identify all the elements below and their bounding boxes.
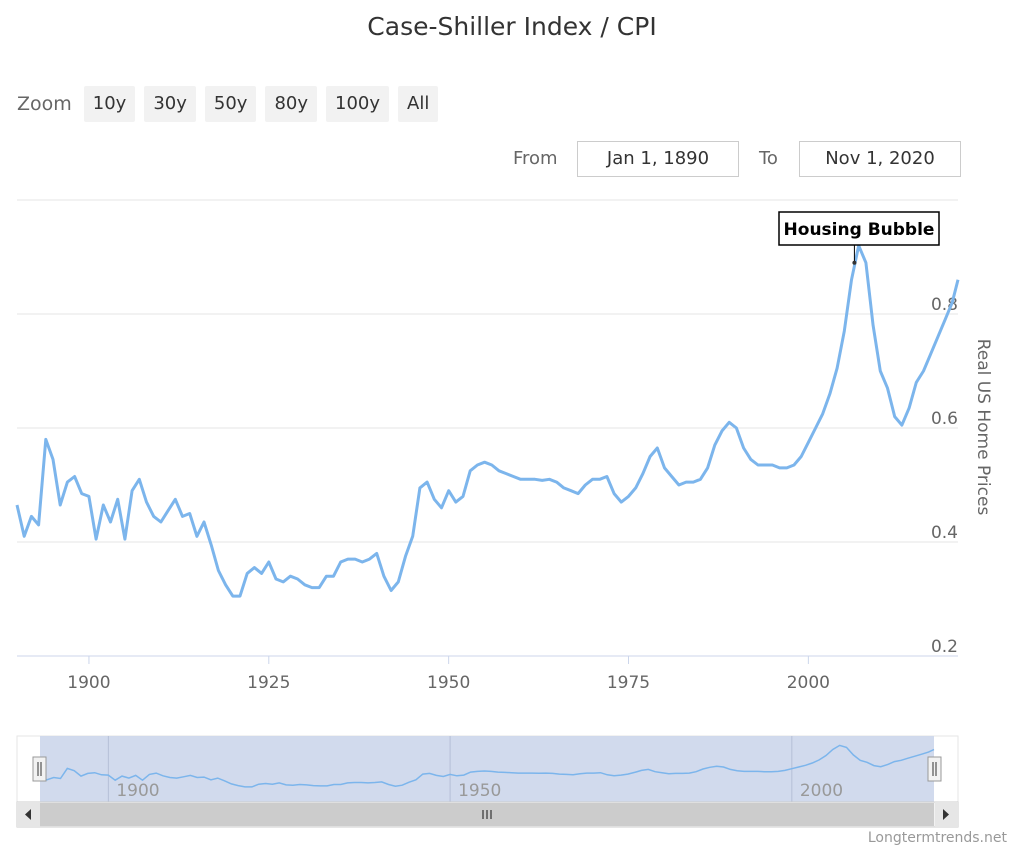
zoom-10y-button[interactable]: 10y xyxy=(83,86,136,122)
navigator-tick-label: 1950 xyxy=(458,781,501,801)
y-axis: 0.2 0.4 0.6 0.8 xyxy=(931,295,958,657)
navigator-axis: 1900 1950 2000 xyxy=(116,781,843,801)
to-date-input[interactable]: Nov 1, 2020 xyxy=(799,141,961,177)
zoom-80y-button[interactable]: 80y xyxy=(265,86,318,122)
y-tick-label: 0.6 xyxy=(931,409,958,429)
from-label: From xyxy=(513,148,558,169)
zoom-30y-button[interactable]: 30y xyxy=(144,86,196,122)
x-tick-label: 1925 xyxy=(247,673,290,693)
annotation-label: Housing Bubble xyxy=(784,220,935,240)
zoom-label: Zoom xyxy=(17,93,72,115)
y-axis-title: Real US Home Prices xyxy=(973,339,993,516)
annotation-box xyxy=(778,211,940,246)
y-tick-label: 0.2 xyxy=(931,637,958,657)
navigator[interactable]: 1900 1950 2000 xyxy=(16,735,959,803)
chart-title: Case-Shiller Index / CPI xyxy=(367,12,657,41)
scroll-left-arrow-icon[interactable] xyxy=(17,802,40,827)
zoom-50y-button[interactable]: 50y xyxy=(204,86,257,122)
zoom-all-button[interactable]: All xyxy=(398,86,439,122)
from-date-input[interactable]: Jan 1, 1890 xyxy=(577,141,739,177)
x-tick-label: 2000 xyxy=(787,673,830,693)
scroll-right-arrow-icon[interactable] xyxy=(935,802,958,827)
annotation-point xyxy=(852,260,857,265)
zoom-100y-button[interactable]: 100y xyxy=(326,86,390,122)
to-label: To xyxy=(759,148,778,169)
scrollbar[interactable] xyxy=(16,801,959,828)
navigator-selected-range[interactable] xyxy=(40,736,934,802)
credit-link[interactable]: Longtermtrends.net xyxy=(867,830,1007,846)
navigator-series xyxy=(39,744,935,788)
series-line-real-home-prices xyxy=(15,244,960,598)
grid-lines xyxy=(17,199,958,657)
navigator-tick-label: 1900 xyxy=(116,781,159,801)
x-tick-label: 1900 xyxy=(67,673,110,693)
navigator-left-handle[interactable] xyxy=(32,756,47,782)
navigator-right-handle[interactable] xyxy=(927,756,942,782)
scrollbar-grip-icon xyxy=(482,810,492,819)
y-tick-label: 0.4 xyxy=(931,523,958,543)
annotation-housing-bubble: Housing Bubble xyxy=(778,211,940,265)
x-tick-label: 1975 xyxy=(607,673,650,693)
zoom-selector: Zoom 10y 30y 50y 80y 100y All xyxy=(17,86,447,122)
x-axis: 1900 1925 1950 1975 2000 xyxy=(67,656,830,693)
navigator-tick-label: 2000 xyxy=(800,781,843,801)
x-tick-label: 1950 xyxy=(427,673,470,693)
y-tick-label: 0.8 xyxy=(931,295,958,315)
